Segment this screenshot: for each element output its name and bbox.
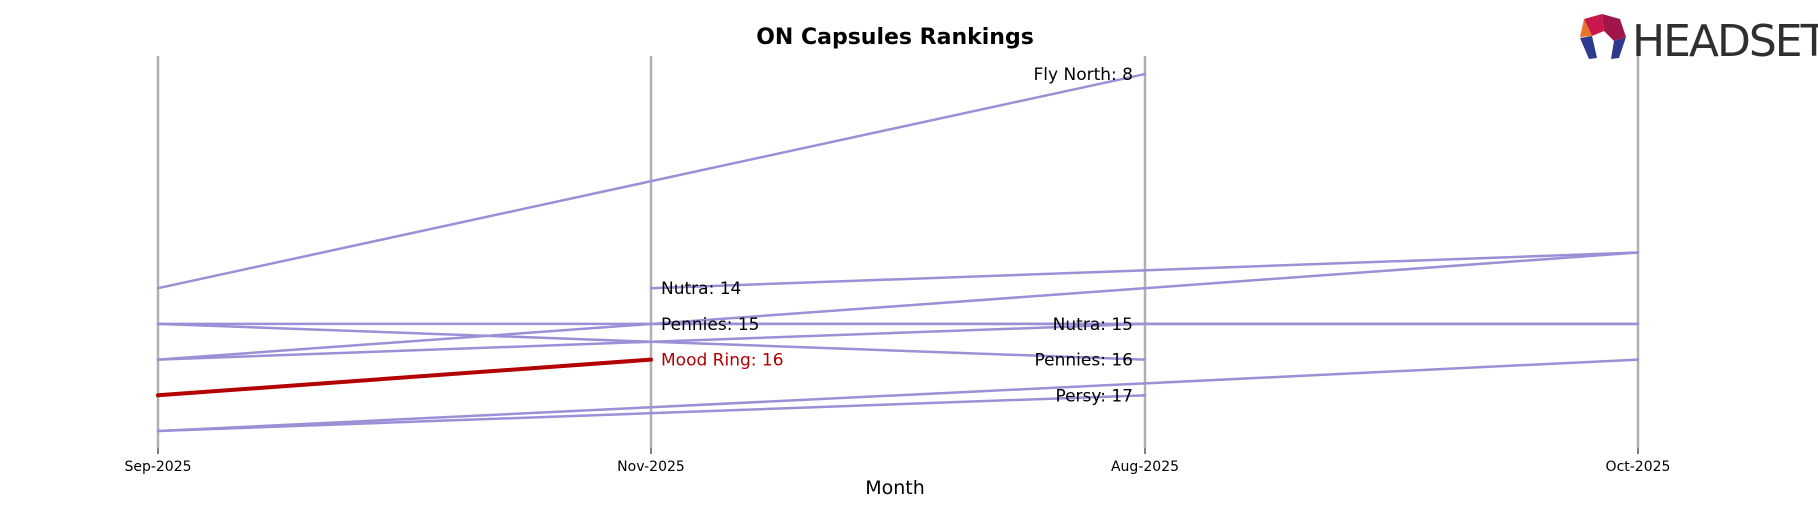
series-line-7	[156, 358, 1640, 433]
x-tick-label-3: Oct-2025	[1606, 459, 1671, 475]
headset-logo: HEADSET	[1580, 14, 1818, 67]
point-label-9: Mood Ring: 16	[661, 351, 784, 371]
logo-mark-bottom-right	[1611, 37, 1626, 59]
series-line-6	[156, 251, 1640, 361]
point-label-4: Pennies: 16	[1035, 351, 1133, 371]
logo-mark-left	[1580, 19, 1592, 37]
point-labels: Fly North: 8 Nutra: 14 Pennies: 15 Nutra: 1…	[661, 65, 1133, 406]
x-tick-label-1: Nov-2025	[617, 459, 685, 475]
logo-mark-bottom-left	[1580, 36, 1597, 59]
series-line-3	[156, 322, 1640, 361]
series-line-9	[156, 357, 653, 398]
logo-wordmark: HEADSET	[1632, 16, 1818, 67]
series-line-1	[649, 251, 1640, 290]
point-label-1: Nutra: 14	[661, 279, 741, 299]
x-tick-label-2: Aug-2025	[1111, 459, 1179, 475]
point-label-3: Nutra: 15	[1053, 315, 1133, 335]
series-line-5	[156, 394, 1147, 433]
logo-mark-right	[1602, 14, 1626, 41]
x-tick-label-0: Sep-2025	[124, 459, 191, 475]
series-lines	[156, 72, 1640, 433]
x-axis-label: Month	[865, 477, 925, 499]
chart-title: ON Capsules Rankings	[756, 25, 1034, 50]
point-label-2: Pennies: 15	[661, 315, 759, 335]
series-line-4	[156, 322, 1147, 361]
point-label-5: Persy: 17	[1055, 386, 1133, 406]
x-tick-labels: Sep-2025 Nov-2025 Aug-2025 Oct-2025	[124, 459, 1670, 475]
point-label-0: Fly North: 8	[1034, 65, 1133, 85]
series-line-0	[156, 72, 1147, 290]
logo-mark-top	[1584, 14, 1604, 36]
